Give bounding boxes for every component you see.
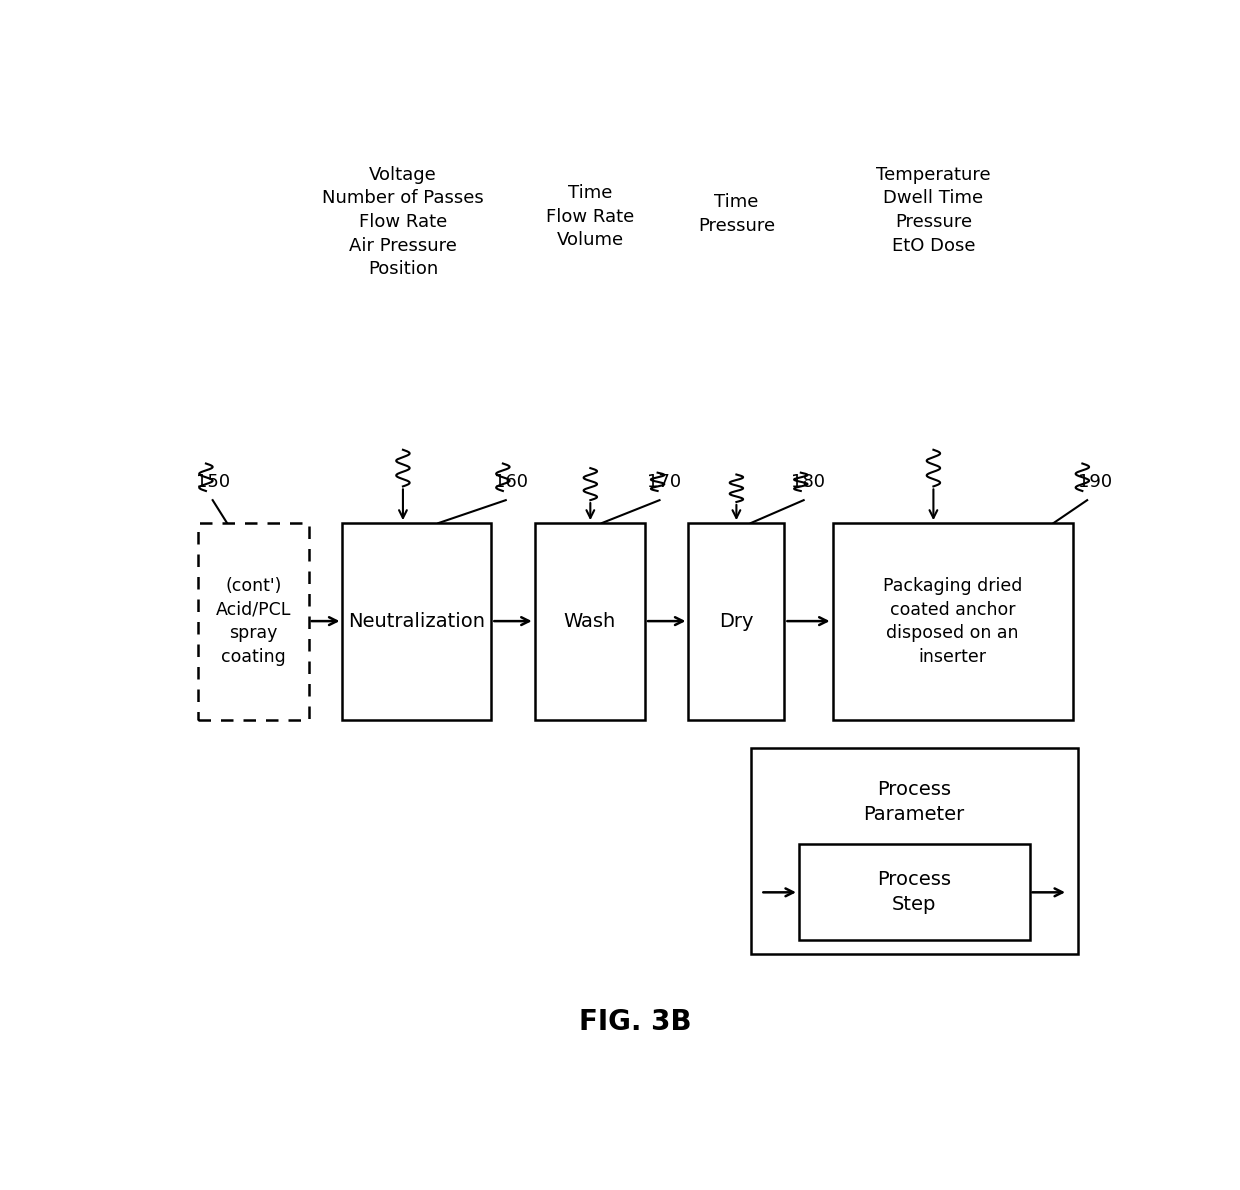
Text: Time
Flow Rate
Volume: Time Flow Rate Volume (546, 184, 635, 249)
Text: 190: 190 (1078, 472, 1112, 491)
Text: 180: 180 (791, 472, 826, 491)
Text: (cont')
Acid/PCL
spray
coating: (cont') Acid/PCL spray coating (216, 577, 291, 666)
FancyBboxPatch shape (198, 524, 309, 720)
FancyBboxPatch shape (751, 747, 1078, 953)
Text: Dry: Dry (719, 612, 754, 631)
Text: Process
Parameter: Process Parameter (863, 779, 965, 823)
Text: FIG. 3B: FIG. 3B (579, 1008, 692, 1036)
Text: 170: 170 (647, 472, 682, 491)
Text: 150: 150 (196, 472, 229, 491)
Text: Process
Step: Process Step (877, 870, 951, 914)
Text: Temperature
Dwell Time
Pressure
EtO Dose: Temperature Dwell Time Pressure EtO Dose (877, 165, 991, 255)
FancyBboxPatch shape (534, 524, 645, 720)
Text: Wash: Wash (564, 612, 616, 631)
FancyBboxPatch shape (688, 524, 785, 720)
Text: Packaging dried
coated anchor
disposed on an
inserter: Packaging dried coated anchor disposed o… (883, 577, 1022, 666)
Text: 160: 160 (494, 472, 527, 491)
Text: Neutralization: Neutralization (348, 612, 485, 631)
Text: Time
Pressure: Time Pressure (698, 193, 775, 234)
Text: Voltage
Number of Passes
Flow Rate
Air Pressure
Position: Voltage Number of Passes Flow Rate Air P… (322, 165, 484, 278)
FancyBboxPatch shape (832, 524, 1073, 720)
FancyBboxPatch shape (342, 524, 491, 720)
FancyBboxPatch shape (799, 844, 1029, 940)
